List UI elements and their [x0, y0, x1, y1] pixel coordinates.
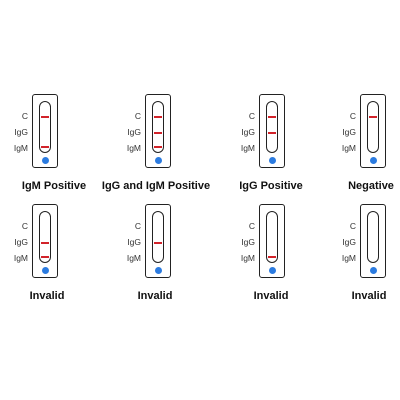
igm-band — [41, 146, 49, 148]
line-label-igm: IgM — [13, 143, 28, 153]
igm-band — [154, 146, 162, 148]
line-label-c: C — [134, 221, 141, 231]
c-band — [369, 116, 377, 118]
c-band — [268, 116, 276, 118]
result-label: IgM Positive — [21, 180, 87, 192]
line-label-c: C — [21, 111, 28, 121]
line-label-igg: IgG — [127, 237, 141, 247]
line-label-igm: IgM — [126, 143, 141, 153]
igg-band — [154, 132, 162, 134]
line-label-igm: IgM — [126, 253, 141, 263]
result-label: Invalid — [351, 290, 387, 302]
line-label-igm: IgM — [341, 253, 356, 263]
c-band — [41, 116, 49, 118]
sample-well-dot — [370, 267, 377, 274]
result-window — [367, 211, 379, 263]
result-label: IgG and IgM Positive — [101, 180, 211, 192]
test-cassette — [360, 204, 386, 278]
c-band — [154, 116, 162, 118]
result-label: Invalid — [29, 290, 65, 302]
result-label: IgG Positive — [239, 180, 303, 192]
sample-well-dot — [269, 157, 276, 164]
result-window — [39, 211, 51, 263]
line-label-igm: IgM — [240, 253, 255, 263]
sample-well-dot — [269, 267, 276, 274]
line-label-c: C — [248, 111, 255, 121]
result-label: Invalid — [137, 290, 173, 302]
igm-band — [41, 256, 49, 258]
line-label-igg: IgG — [241, 127, 255, 137]
line-label-igg: IgG — [241, 237, 255, 247]
line-label-c: C — [248, 221, 255, 231]
line-label-igg: IgG — [342, 237, 356, 247]
line-label-c: C — [349, 111, 356, 121]
result-window — [39, 101, 51, 153]
sample-well-dot — [42, 157, 49, 164]
test-cassette — [145, 94, 171, 168]
result-window — [266, 101, 278, 153]
sample-well-dot — [370, 157, 377, 164]
line-label-c: C — [21, 221, 28, 231]
igg-band — [41, 242, 49, 244]
line-label-igm: IgM — [341, 143, 356, 153]
line-label-igg: IgG — [342, 127, 356, 137]
line-label-igm: IgM — [240, 143, 255, 153]
line-label-c: C — [134, 111, 141, 121]
sample-well-dot — [155, 267, 162, 274]
test-cassette — [360, 94, 386, 168]
result-window — [266, 211, 278, 263]
result-label: Invalid — [253, 290, 289, 302]
line-label-igg: IgG — [14, 127, 28, 137]
sample-well-dot — [155, 157, 162, 164]
test-cassette — [259, 94, 285, 168]
igg-band — [268, 132, 276, 134]
result-window — [152, 101, 164, 153]
test-cassette — [259, 204, 285, 278]
result-window — [152, 211, 164, 263]
line-label-igm: IgM — [13, 253, 28, 263]
test-cassette — [32, 204, 58, 278]
result-label: Negative — [348, 180, 394, 192]
line-label-c: C — [349, 221, 356, 231]
line-label-igg: IgG — [14, 237, 28, 247]
test-cassette — [32, 94, 58, 168]
test-cassette — [145, 204, 171, 278]
sample-well-dot — [42, 267, 49, 274]
line-label-igg: IgG — [127, 127, 141, 137]
igg-band — [154, 242, 162, 244]
result-window — [367, 101, 379, 153]
igm-band — [268, 256, 276, 258]
